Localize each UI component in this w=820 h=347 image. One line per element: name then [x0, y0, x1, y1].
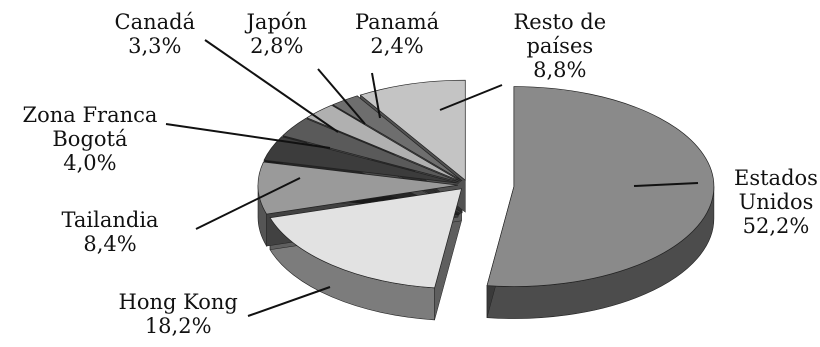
- data-label-line: Zona Franca: [22, 103, 158, 127]
- leader-line-resto-de-paises: [439, 84, 503, 111]
- leader-line-zona-franca-bogota: [165, 123, 331, 149]
- data-label-line: 8,4%: [83, 232, 137, 256]
- pie-slice-estados-unidos: [486, 86, 715, 287]
- pie-slice-hong-kong: [269, 188, 462, 289]
- data-label-canada: Canadá 3,3%: [115, 10, 196, 58]
- data-label-line: 2,8%: [250, 34, 304, 58]
- data-label-line: 52,2%: [742, 214, 810, 238]
- pie-slice-tailandia: [257, 161, 459, 215]
- leader-line-estados-unidos: [633, 182, 699, 187]
- leader-line-tailandia: [195, 177, 301, 230]
- leader-line-japon: [317, 68, 366, 125]
- data-label-line: Resto de: [513, 10, 607, 34]
- data-label-resto-de-paises: Resto de países 8,8%: [514, 10, 607, 82]
- data-label-line: 3,3%: [128, 34, 182, 58]
- leader-line-canada: [204, 39, 339, 133]
- data-label-panama: Panamá 2,4%: [355, 10, 439, 58]
- leader-line-panama: [371, 72, 381, 119]
- data-label-line: Bogotá: [52, 127, 128, 151]
- leader-line-hong-kong: [247, 286, 331, 317]
- data-label-line: Hong Kong: [118, 290, 238, 314]
- data-label-japon: Japón 2,8%: [247, 10, 308, 58]
- data-label-line: Estados: [734, 166, 818, 190]
- data-label-line: 8,8%: [533, 58, 587, 82]
- data-label-estados-unidos: Estados Unidos 52,2%: [734, 166, 818, 238]
- data-label-line: Japón: [246, 10, 308, 34]
- data-label-line: 2,4%: [370, 34, 424, 58]
- data-label-line: 18,2%: [144, 314, 212, 338]
- data-label-tailandia: Tailandia 8,4%: [62, 208, 159, 256]
- pie-slice-japon: [306, 104, 462, 182]
- data-label-line: Unidos: [738, 190, 814, 214]
- data-label-line: 4,0%: [63, 151, 117, 175]
- data-label-line: Tailandia: [61, 208, 159, 232]
- data-label-zona-franca-bogota: Zona Franca Bogotá 4,0%: [23, 103, 158, 175]
- pie-slice-resto-de-paises: [359, 79, 466, 181]
- data-label-line: Panamá: [355, 10, 440, 34]
- data-label-hong-kong: Hong Kong 18,2%: [119, 290, 238, 338]
- data-label-line: países: [526, 34, 594, 58]
- pie-slice-canada: [282, 118, 460, 183]
- pie-slice-zona-franca-bogota: [263, 136, 459, 184]
- data-label-line: Canadá: [114, 10, 196, 34]
